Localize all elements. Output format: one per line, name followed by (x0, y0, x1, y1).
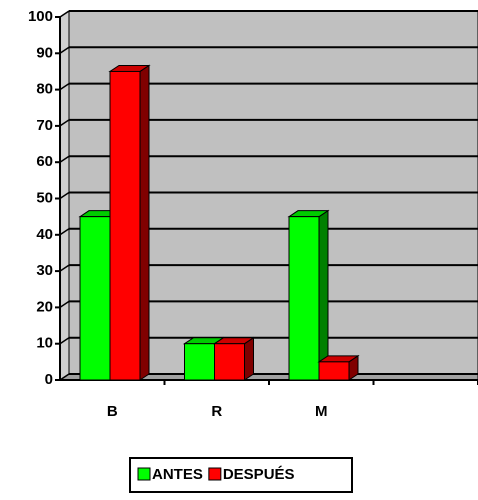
bar (288, 216, 320, 381)
legend: ANTES DESPUÉS (129, 457, 353, 493)
y-tick-label: 100 (28, 8, 53, 25)
y-tick-label: 80 (36, 81, 53, 98)
grid-line-side (59, 191, 70, 200)
grid-line-side (59, 228, 70, 236)
bar-side (244, 336, 254, 381)
y-tick-label: 0 (45, 371, 53, 388)
bar (79, 216, 111, 381)
grid-line-side (59, 46, 70, 54)
y-tick-label: 10 (36, 335, 53, 352)
grid-line-side (59, 10, 70, 18)
legend-box (129, 457, 353, 493)
bar (214, 343, 245, 381)
grid-line-side (59, 337, 70, 345)
bar-side (318, 209, 329, 381)
x-tick-label: M (315, 403, 328, 420)
grid-line-side (59, 264, 70, 272)
bar-side (139, 64, 150, 381)
legend-label: ANTES (152, 466, 203, 483)
y-tick-label: 70 (36, 117, 53, 134)
y-tick-label: 50 (36, 189, 53, 206)
bar (109, 70, 141, 381)
y-tick-label: 40 (36, 226, 53, 243)
bar (318, 361, 350, 381)
grid-line-side (59, 82, 70, 91)
y-tick-label: 20 (36, 298, 53, 315)
x-tick-label: B (107, 403, 118, 420)
y-tick-label: 60 (36, 153, 53, 170)
grid-line-side (59, 119, 70, 127)
grid-line-side (59, 300, 70, 309)
bar (184, 343, 215, 381)
legend-swatch (208, 467, 222, 481)
y-tick-label: 90 (36, 44, 53, 61)
legend-label: DESPUÉS (223, 466, 295, 483)
x-tick-label: R (211, 403, 222, 420)
legend-swatch (137, 467, 151, 481)
grid-line-side (59, 155, 70, 163)
y-tick-label: 30 (36, 262, 53, 279)
